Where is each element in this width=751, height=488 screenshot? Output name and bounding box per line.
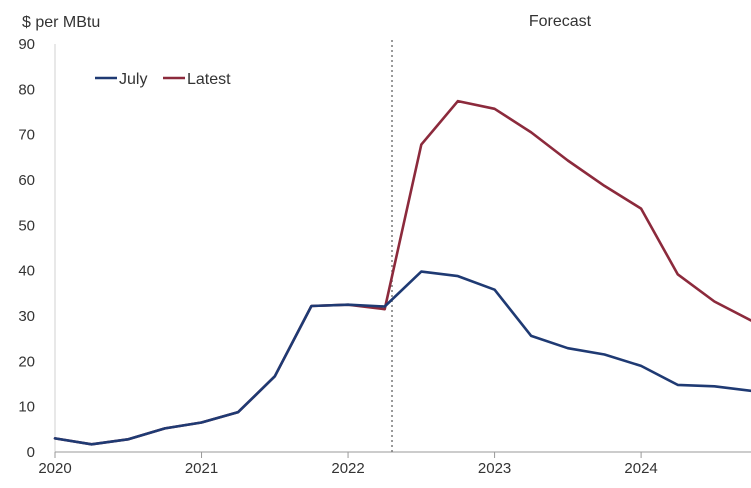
series-line-latest [53,99,751,446]
x-tick-label: 2020 [38,460,71,477]
y-tick-label: 40 [18,263,35,280]
series-lines [53,99,751,446]
y-tick-label: 20 [18,353,35,370]
series-line-july [53,270,751,446]
y-tick-label: 10 [18,399,35,416]
legend: July Latest [95,71,231,88]
y-tick-label: 0 [27,444,35,461]
x-tick-labels: 2020 2021 2022 2023 2024 [38,452,658,477]
y-tick-label: 50 [18,217,35,234]
y-axis-unit-label: $ per MBtu [22,14,100,31]
x-tick-label: 2024 [624,460,657,477]
legend-label-july: July [119,71,147,88]
y-tick-label: 90 [18,36,35,53]
forecast-annotation: Forecast [529,13,592,30]
y-tick-labels: 0 10 20 30 40 50 60 70 80 90 [18,36,35,461]
y-tick-label: 30 [18,308,35,325]
y-tick-label: 70 [18,127,35,144]
x-tick-label: 2022 [331,460,364,477]
axes [54,44,751,453]
x-tick-label: 2023 [478,460,511,477]
legend-label-latest: Latest [187,71,231,88]
y-tick-label: 80 [18,81,35,98]
y-tick-label: 60 [18,172,35,189]
x-tick-label: 2021 [185,460,218,477]
